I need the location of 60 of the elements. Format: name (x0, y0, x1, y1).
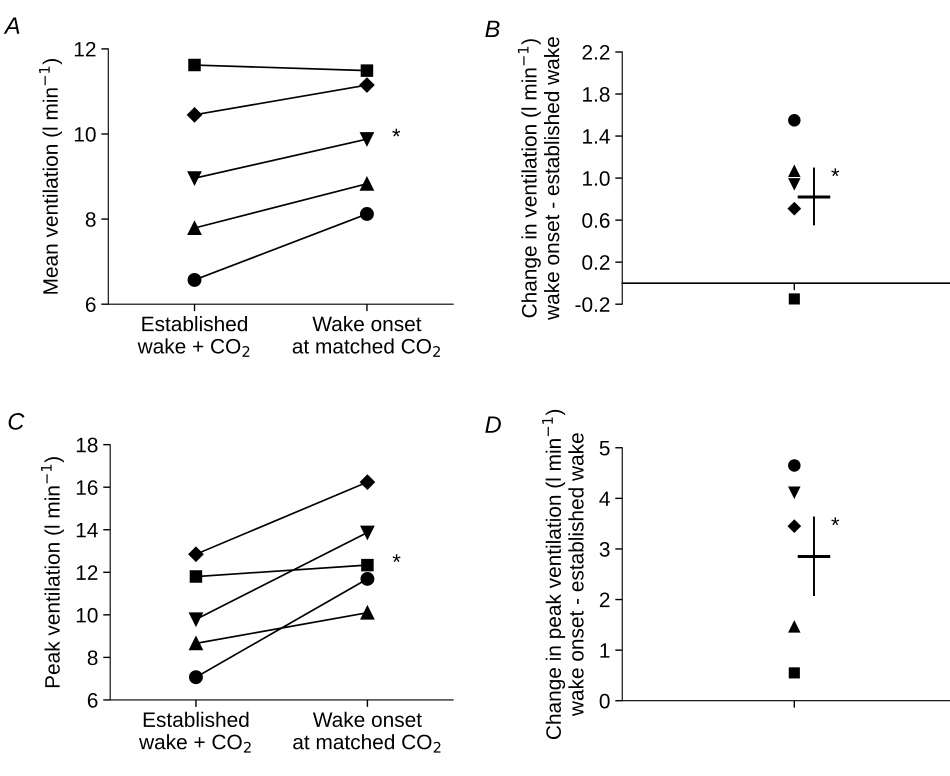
chart-title: D (485, 416, 501, 433)
y-tick-label: 1.8 (583, 87, 610, 102)
annotation: * (392, 128, 400, 137)
point (361, 558, 374, 572)
chart-title: A (4, 18, 20, 34)
point (360, 176, 374, 191)
y-tick-label: 8 (86, 212, 96, 227)
y-tick-label: 1.0 (583, 171, 610, 186)
y-tick-label: 0.2 (582, 255, 610, 270)
y-tick-label: 1 (600, 643, 610, 658)
y-axis-title: Peak ventilation (l min$^{−1}$) (40, 457, 64, 688)
point (188, 272, 202, 287)
y-tick-label: 1.4 (583, 129, 610, 144)
y-tick-label: 6 (88, 692, 98, 708)
point (188, 546, 204, 562)
x-tick-label: Wake onset at matched CO$_{2}$ (292, 316, 440, 357)
point (360, 132, 374, 146)
y-tick-label: 14 (76, 522, 98, 538)
y-tick-label: 5 (600, 440, 610, 456)
y-tick-label: 12 (74, 42, 96, 56)
chart-title: B (485, 20, 500, 38)
point (188, 636, 203, 650)
y-tick-label: 10 (76, 608, 98, 623)
y-tick-label: 6 (86, 297, 96, 312)
point (360, 64, 374, 77)
x-tick-label: Wake onset at matched CO$_{2}$ (293, 712, 440, 753)
point (186, 107, 202, 122)
y-axis-title: Change in ventilation (l min$^{−1}$) wake onset - established wake (518, 37, 560, 320)
y-tick-label: 8 (88, 650, 98, 666)
y-axis-title: Mean ventilation (l min$^{−1}$) (39, 59, 62, 294)
y-tick-label: 10 (74, 126, 96, 142)
y-tick-label: 16 (76, 480, 98, 495)
point (359, 77, 375, 93)
annotation: * (831, 517, 840, 526)
y-tick-label: 4 (599, 492, 610, 506)
y-tick-label: 18 (76, 438, 98, 452)
point (188, 171, 202, 186)
y-tick-label: 0.6 (582, 213, 610, 228)
y-tick-label: 0 (600, 694, 610, 708)
x-tick-label: Established wake + CO$_{2}$ (139, 712, 251, 753)
point (360, 526, 374, 540)
point (188, 58, 201, 72)
y-tick-label: 2 (600, 592, 610, 608)
point (188, 612, 203, 626)
annotation: * (392, 554, 401, 562)
point (360, 207, 374, 221)
point (360, 606, 374, 620)
y-tick-label: 2.2 (582, 44, 610, 60)
point (188, 670, 203, 684)
point (190, 570, 202, 583)
point (360, 474, 375, 490)
x-tick-label: Established wake + CO$_{2}$ (138, 316, 250, 357)
y-tick-label: -0.2 (575, 297, 610, 312)
annotation: * (831, 168, 840, 176)
y-tick-label: 3 (600, 542, 610, 557)
point (188, 221, 202, 235)
chart-title: C (8, 413, 24, 430)
point (360, 572, 374, 586)
y-axis-title: Change in peak ventilation (l min$^{−1}$) wake onset - established wake (542, 410, 584, 740)
y-tick-label: 12 (76, 565, 98, 580)
